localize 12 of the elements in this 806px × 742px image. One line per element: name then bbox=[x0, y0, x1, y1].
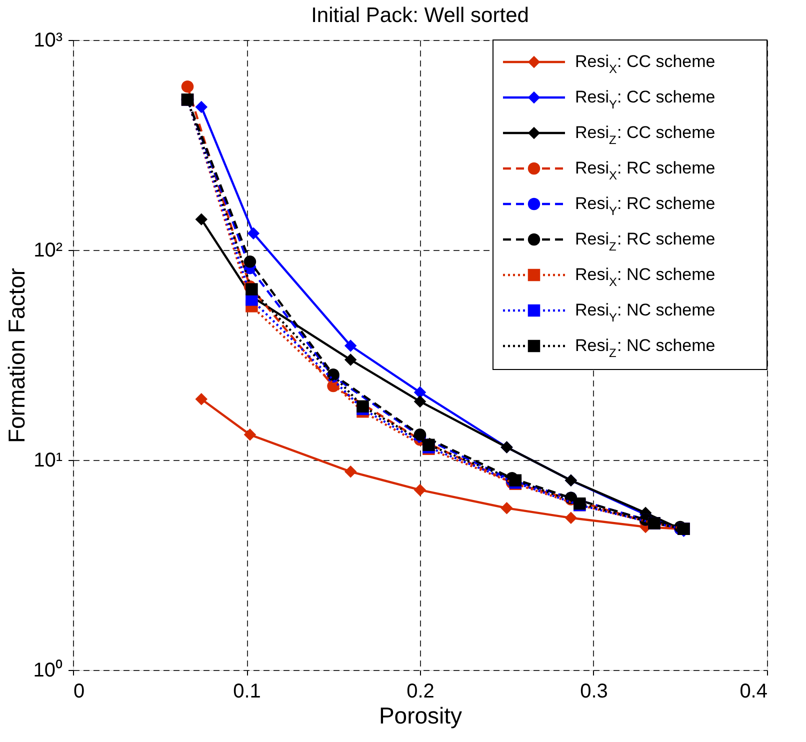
x-tick-label: 0.2 bbox=[406, 680, 434, 702]
y-tick-label: 10² bbox=[34, 240, 63, 262]
x-tick-label: 0.4 bbox=[740, 680, 768, 702]
x-tick-label: 0.3 bbox=[580, 680, 608, 702]
chart-title: Initial Pack: Well sorted bbox=[311, 4, 529, 27]
y-tick-label: 10⁰ bbox=[33, 658, 62, 682]
y-axis-title: Formation Factor bbox=[3, 268, 30, 444]
y-tick-label: 10¹ bbox=[34, 450, 63, 472]
x-tick-label: 0.1 bbox=[233, 680, 261, 702]
x-tick-label: 0 bbox=[74, 680, 85, 702]
x-axis-title: Porosity bbox=[378, 702, 463, 728]
y-tick-label: 10³ bbox=[34, 30, 63, 52]
